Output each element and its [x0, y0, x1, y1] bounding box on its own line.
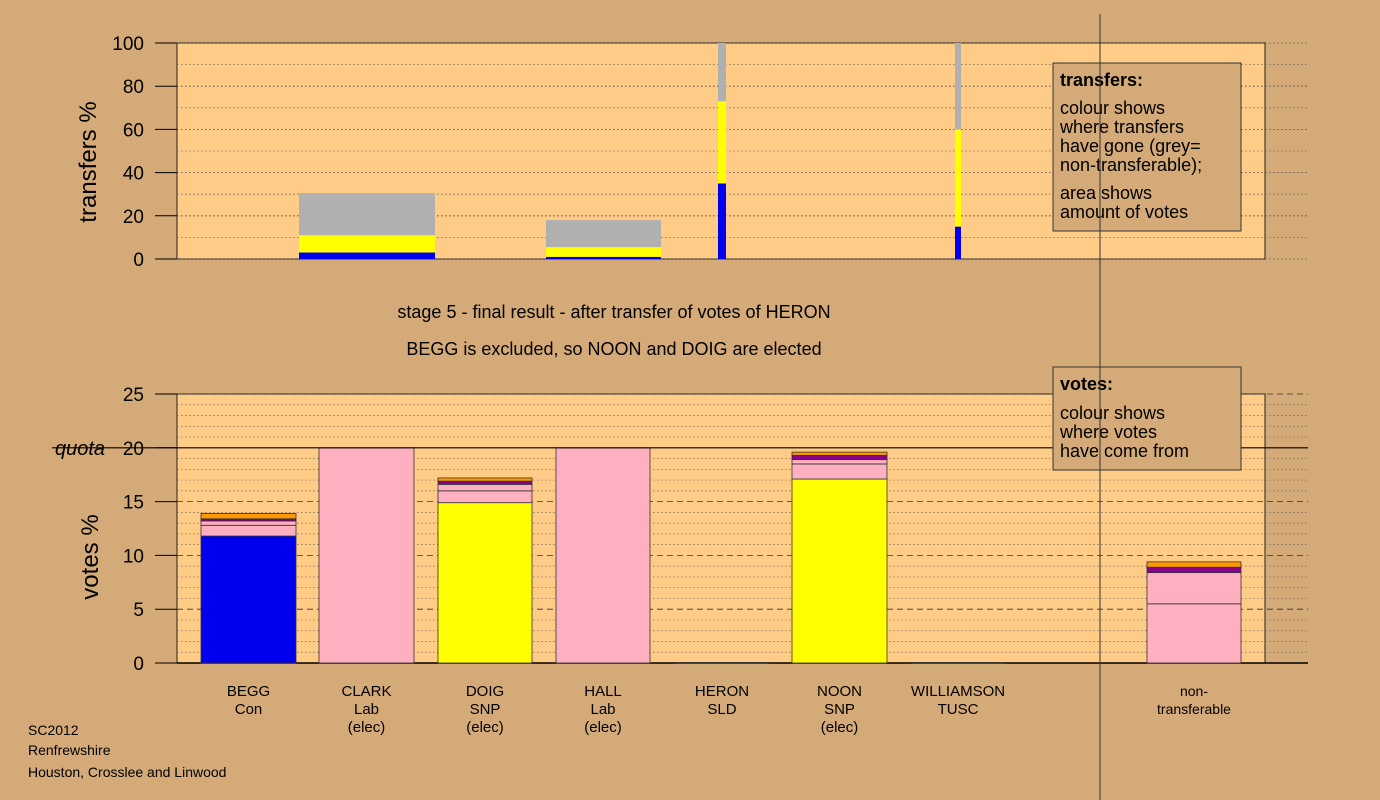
category-label: NOON — [817, 683, 862, 700]
transfer-segment — [718, 101, 726, 184]
vote-segment — [791, 459, 888, 465]
vote-segment — [791, 451, 888, 456]
transfer-segment — [955, 129, 961, 227]
transfers-legend-line: non-transferable); — [1060, 155, 1202, 175]
transfer-segment — [955, 43, 961, 130]
y-tick-label: 60 — [123, 120, 144, 141]
category-label: BEGG — [227, 683, 270, 700]
transfers-legend: transfers: colour shows where transfers … — [1052, 62, 1242, 232]
category-label: Con — [235, 701, 263, 718]
vote-segment — [1146, 566, 1242, 574]
transfer-segment — [718, 43, 726, 102]
vote-segment — [200, 520, 297, 526]
vote-segment — [200, 535, 297, 664]
transfer-segment — [299, 235, 435, 253]
transfers-legend-line: colour shows — [1060, 98, 1165, 118]
votes-y-axis-label: votes % — [77, 514, 104, 599]
vote-segment — [437, 502, 533, 664]
votes-legend: votes: colour shows where votes have com… — [1052, 366, 1242, 471]
vote-segment — [318, 447, 415, 664]
vote-segment — [791, 478, 888, 664]
footer-code: SC2012 — [28, 722, 79, 738]
transfers-legend-line: where transfers — [1059, 117, 1184, 137]
transfers-bars — [299, 43, 961, 259]
transfers-legend-line: area shows — [1060, 183, 1152, 203]
vote-segment — [437, 477, 533, 482]
chart-subtitle: BEGG is excluded, so NOON and DOIG are e… — [406, 339, 821, 359]
category-label: TUSC — [938, 701, 979, 718]
category-label: HALL — [584, 683, 622, 700]
footer-ward: Houston, Crosslee and Linwood — [28, 764, 226, 780]
vote-segment — [1146, 561, 1242, 568]
y-tick-label: 10 — [123, 546, 144, 567]
y-tick-label: 20 — [123, 207, 144, 228]
votes-y-ticks: 0 5 10 15 20 25 — [123, 385, 177, 675]
transfer-segment — [955, 226, 961, 259]
y-tick-label: 80 — [123, 77, 144, 98]
vote-segment — [791, 463, 888, 480]
category-label: SLD — [707, 701, 736, 718]
category-label: WILLIAMSON — [911, 683, 1005, 700]
vote-segment — [791, 454, 888, 461]
category-label: SNP — [824, 701, 855, 718]
transfers-legend-line: amount of votes — [1060, 202, 1188, 222]
vote-segment — [910, 662, 1006, 664]
category-label: (elec) — [466, 719, 504, 736]
category-label: HERON — [695, 683, 749, 700]
y-tick-label: 40 — [123, 164, 144, 185]
votes-legend-title: votes: — [1060, 374, 1113, 394]
quota-label: quota — [55, 438, 105, 460]
vote-segment — [437, 483, 533, 492]
transfers-y-ticks: 0 20 40 60 80 100 — [112, 34, 177, 271]
transfers-legend-title: transfers: — [1060, 70, 1143, 90]
vote-segment — [555, 447, 651, 664]
y-tick-label: 5 — [133, 600, 144, 621]
category-label: SNP — [470, 701, 501, 718]
transfer-segment — [299, 252, 435, 259]
category-label: transferable — [1157, 701, 1231, 717]
y-tick-label: 0 — [133, 654, 144, 675]
category-label: CLARK — [341, 683, 391, 700]
category-label: Lab — [590, 701, 615, 718]
y-tick-label: 100 — [112, 34, 144, 55]
category-label: DOIG — [466, 683, 504, 700]
vote-segment — [437, 480, 533, 485]
vote-segment — [437, 490, 533, 504]
y-tick-label: 15 — [123, 493, 144, 514]
votes-bars — [200, 447, 1242, 664]
vote-segment — [1146, 603, 1242, 664]
footer-council: Renfrewshire — [28, 742, 111, 758]
transfer-segment — [299, 193, 435, 236]
category-label: non- — [1180, 683, 1208, 699]
vote-segment — [1146, 572, 1242, 605]
transfers-y-axis-label: transfers % — [75, 101, 102, 222]
votes-legend-line: where votes — [1059, 422, 1157, 442]
category-label: (elec) — [584, 719, 622, 736]
category-label: (elec) — [348, 719, 386, 736]
chart-title: stage 5 - final result - after transfer … — [397, 302, 830, 322]
transfers-legend-line: have gone (grey= — [1060, 136, 1201, 156]
y-tick-label: 25 — [123, 385, 144, 406]
y-tick-label: 20 — [123, 439, 144, 460]
category-label: Lab — [354, 701, 379, 718]
transfer-segment — [546, 220, 661, 248]
votes-category-labels: BEGGConCLARKLab(elec)DOIGSNP(elec)HALLLa… — [227, 683, 1231, 736]
votes-legend-box — [1052, 366, 1242, 471]
y-tick-label: 0 — [133, 250, 144, 271]
vote-segment — [200, 524, 297, 537]
vote-segment — [200, 513, 297, 520]
transfer-segment — [546, 247, 661, 257]
transfer-segment — [546, 256, 661, 259]
transfer-segment — [718, 183, 726, 259]
transfers-panel: 0 20 40 60 80 100 transfers % transfers: colo… — [75, 34, 1308, 271]
votes-legend-line: colour shows — [1060, 403, 1165, 423]
transfers-legend-box — [1052, 62, 1242, 232]
votes-legend-line: have come from — [1060, 441, 1189, 461]
vote-segment — [674, 662, 770, 664]
category-label: (elec) — [821, 719, 859, 736]
